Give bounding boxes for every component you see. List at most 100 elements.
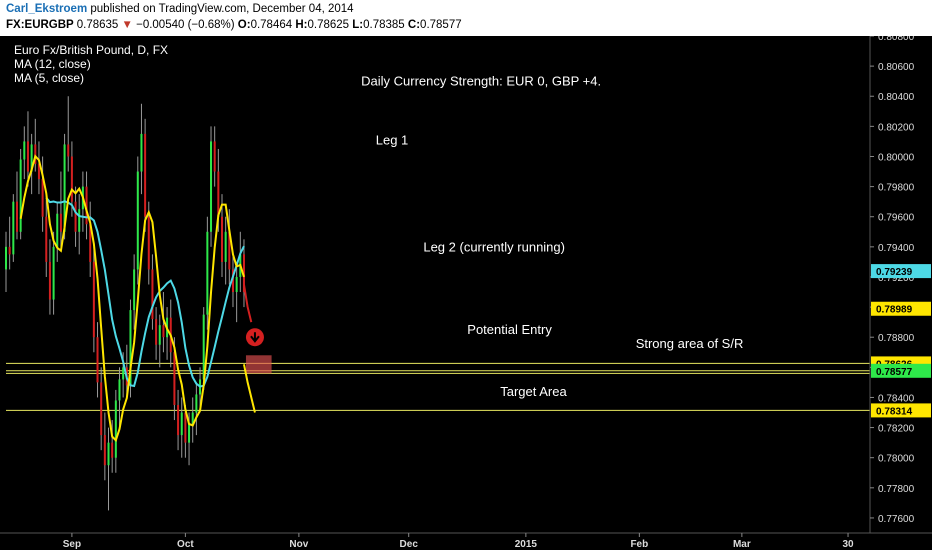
candle-body bbox=[89, 224, 92, 262]
down-arrow-icon: ▼ bbox=[121, 19, 133, 31]
symbol-line: FX:EURGBP 0.78635 ▼ −0.00540 (−0.68%) O:… bbox=[6, 19, 462, 31]
price-tick-label: 0.79200 bbox=[878, 273, 915, 284]
symbol: FX:EURGBP bbox=[6, 19, 74, 31]
time-tick-label: Mar bbox=[733, 539, 751, 550]
price-tag-label: 0.78577 bbox=[876, 367, 913, 378]
author-link[interactable]: Carl_Ekstroem bbox=[6, 3, 88, 15]
publish-line: Carl_Ekstroem published on TradingView.c… bbox=[6, 3, 354, 15]
candle-body bbox=[114, 400, 117, 458]
ma12-legend: MA (12, close) bbox=[14, 57, 91, 71]
candle-body bbox=[19, 159, 22, 232]
candle-body bbox=[195, 394, 198, 413]
candle-body bbox=[74, 201, 77, 232]
candle-body bbox=[151, 269, 154, 320]
candle-body bbox=[78, 209, 81, 232]
ma12-line bbox=[45, 197, 245, 388]
candle-body bbox=[122, 367, 125, 380]
drawings bbox=[242, 284, 272, 413]
candle-body bbox=[202, 314, 205, 380]
low-label: L: bbox=[352, 19, 364, 31]
close-label: C: bbox=[407, 19, 421, 31]
candle-body bbox=[224, 231, 227, 262]
down-arrow-glyph bbox=[250, 332, 260, 343]
low-value: 0.78385 bbox=[363, 19, 405, 31]
price-tick-label: 0.80000 bbox=[878, 152, 915, 163]
candle-body bbox=[228, 231, 231, 270]
candle-body bbox=[111, 442, 114, 458]
candle-body bbox=[140, 133, 143, 172]
open-label: O: bbox=[237, 19, 251, 31]
price-tag-label: 0.78314 bbox=[876, 406, 913, 417]
price-tick-label: 0.79400 bbox=[878, 243, 915, 254]
price-tag-label: 0.78989 bbox=[876, 305, 913, 316]
price-tick-label: 0.80400 bbox=[878, 92, 915, 103]
candle-body bbox=[15, 201, 18, 232]
price-chart[interactable]: 0.776000.778000.780000.782000.784000.786… bbox=[0, 36, 932, 550]
candle-body bbox=[147, 216, 150, 270]
price-tick-label: 0.80800 bbox=[878, 36, 915, 43]
chart-annotation: Strong area of S/R bbox=[636, 336, 744, 351]
candle-body bbox=[45, 216, 48, 262]
price-axis-panel bbox=[870, 36, 932, 550]
chart-title: Euro Fx/British Pound, D, FX bbox=[14, 43, 168, 57]
candle-body bbox=[177, 404, 180, 436]
published-text: published on TradingView.com, December 0… bbox=[90, 3, 354, 15]
high-value: 0.78625 bbox=[307, 19, 350, 31]
price-tag-box bbox=[871, 301, 931, 316]
price-tick-label: 0.79800 bbox=[878, 183, 915, 194]
chart-annotation: Leg 2 (currently running) bbox=[423, 239, 565, 254]
price-axis[interactable]: 0.776000.778000.780000.782000.784000.786… bbox=[869, 36, 932, 550]
price-change: −0.00540 (−0.68%) bbox=[136, 19, 235, 31]
candle-body bbox=[63, 144, 66, 232]
candle-body bbox=[56, 213, 59, 247]
price-tick-label: 0.79600 bbox=[878, 213, 915, 224]
chart-annotation: Daily Currency Strength: EUR 0, GBP +4. bbox=[361, 74, 601, 89]
time-tick-label: 2015 bbox=[515, 539, 538, 550]
candle-body bbox=[180, 412, 183, 436]
chart-header: Carl_Ekstroem published on TradingView.c… bbox=[0, 0, 932, 36]
candle-body bbox=[85, 186, 88, 225]
open-value: 0.78464 bbox=[250, 19, 293, 31]
price-tick-label: 0.78400 bbox=[878, 393, 915, 404]
time-tick-label: Dec bbox=[400, 539, 419, 550]
price-tick-label: 0.77800 bbox=[878, 484, 915, 495]
candle-body bbox=[155, 319, 158, 345]
ma5-line bbox=[19, 154, 245, 443]
ma5-legend: MA (5, close) bbox=[14, 71, 84, 85]
candle-body bbox=[8, 246, 11, 255]
price-tick-label: 0.78200 bbox=[878, 424, 915, 435]
candle-body bbox=[242, 254, 245, 293]
red-projection-line bbox=[242, 284, 253, 323]
candle-body bbox=[217, 171, 220, 217]
candle-body bbox=[235, 276, 238, 293]
time-axis[interactable]: Sep Oct Nov Dec 2015 Feb Mar 30 bbox=[0, 532, 932, 550]
candles bbox=[4, 96, 245, 511]
candle-body bbox=[158, 325, 161, 345]
candle-body bbox=[220, 216, 224, 262]
candle-body bbox=[103, 435, 106, 466]
time-tick-label: 30 bbox=[842, 539, 854, 550]
candle-body bbox=[92, 261, 95, 338]
candle-body bbox=[41, 179, 44, 217]
time-tick-label: Oct bbox=[177, 539, 194, 550]
high-label: H: bbox=[295, 19, 308, 31]
chart-background bbox=[0, 36, 932, 550]
candle-body bbox=[48, 261, 51, 300]
price-tick-label: 0.80600 bbox=[878, 62, 915, 73]
candle-body bbox=[133, 269, 136, 311]
entry-zone-box bbox=[245, 355, 272, 374]
candle-body bbox=[107, 442, 110, 466]
candle-body bbox=[67, 144, 70, 157]
candle-body bbox=[96, 337, 99, 383]
candle-body bbox=[59, 213, 62, 232]
candle-body bbox=[30, 144, 33, 172]
candle-body bbox=[188, 424, 191, 443]
candle-body bbox=[34, 144, 37, 165]
candle-body bbox=[100, 382, 103, 436]
candle-body bbox=[26, 141, 29, 172]
horizontal-levels bbox=[6, 362, 870, 411]
price-tick-label: 0.80200 bbox=[878, 122, 915, 133]
candle-body bbox=[23, 141, 26, 160]
candle-body bbox=[37, 164, 40, 180]
